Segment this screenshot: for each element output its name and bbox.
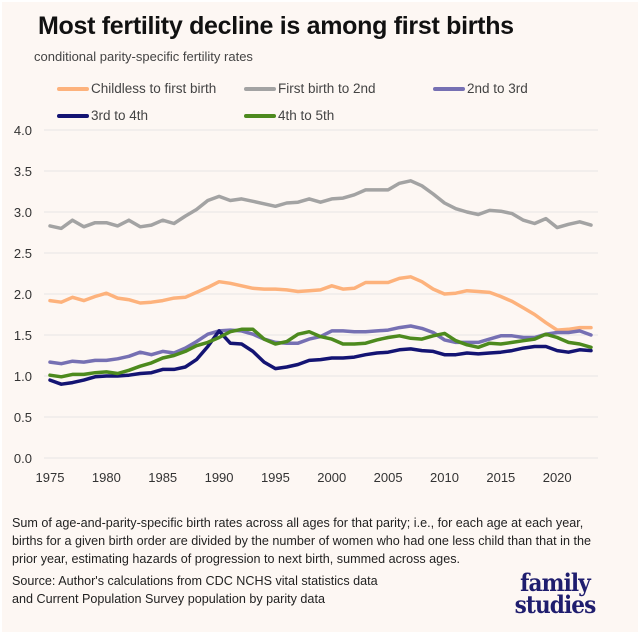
y-tick-label: 0.0 — [14, 451, 32, 466]
legend-swatch — [57, 86, 89, 91]
legend-label: 2nd to 3rd — [467, 81, 528, 96]
family-studies-logo: family studies — [510, 568, 600, 619]
y-axis-tick-labels: 0.0 0.5 1.0 1.5 2.0 2.5 3.0 3.5 4.0 — [14, 123, 32, 466]
logo-line-1: family — [520, 568, 591, 597]
series-line-4th-to-5th — [48, 327, 593, 379]
legend-label: Childless to first birth — [91, 81, 217, 96]
x-tick-label: 1980 — [92, 470, 121, 485]
y-tick-label: 2.0 — [14, 287, 32, 302]
source-note: Source: Author's calculations from CDC N… — [12, 572, 452, 608]
legend-swatch — [433, 86, 465, 91]
y-tick-label: 2.5 — [14, 246, 32, 261]
chart-subtitle: conditional parity-specific fertility ra… — [34, 49, 253, 64]
x-tick-label: 1995 — [261, 470, 290, 485]
legend-item-childless-to-first: Childless to first birth — [57, 81, 216, 96]
y-tick-label: 3.0 — [14, 205, 32, 220]
legend-item-first-to-second: First birth to 2nd — [244, 81, 376, 96]
methodology-note: Sum of age-and-parity-specific birth rat… — [12, 516, 591, 566]
y-tick-label: 3.5 — [14, 164, 32, 179]
source-line-2: and Current Population Survey population… — [12, 592, 325, 606]
legend-swatch — [244, 113, 276, 118]
legend-item-fourth-to-fifth: 4th to 5th — [244, 108, 334, 123]
series-lines — [48, 179, 593, 386]
x-tick-label: 1990 — [205, 470, 234, 485]
source-line-1: Source: Author's calculations from CDC N… — [12, 574, 378, 588]
legend-swatch — [57, 113, 89, 118]
legend-item-second-to-third: 2nd to 3rd — [433, 81, 528, 96]
gridlines — [44, 129, 598, 459]
series-line-childless-to-first-birth — [48, 275, 593, 332]
x-axis-tick-labels: 1975 1980 1985 1990 1995 2000 2005 2010 2015 2020 — [36, 470, 572, 485]
x-tick-label: 2020 — [543, 470, 572, 485]
legend-item-third-to-fourth: 3rd to 4th — [57, 108, 148, 123]
x-tick-label: 2015 — [486, 470, 515, 485]
chart-title: Most fertility decline is among first bi… — [38, 12, 514, 40]
x-tick-label: 1975 — [36, 470, 65, 485]
logo-line-2: studies — [514, 590, 597, 619]
x-tick-label: 1985 — [148, 470, 177, 485]
series-line-3rd-to-4th — [48, 329, 593, 386]
x-tick-label: 2010 — [430, 470, 459, 485]
y-tick-label: 1.5 — [14, 328, 32, 343]
x-tick-label: 2005 — [374, 470, 403, 485]
y-tick-label: 1.0 — [14, 369, 32, 384]
legend-label: 4th to 5th — [278, 108, 335, 123]
series-line-first-birth-to-2nd — [48, 179, 593, 231]
legend-label: First birth to 2nd — [278, 81, 376, 96]
legend-swatch — [244, 86, 276, 91]
legend-label: 3rd to 4th — [91, 108, 149, 123]
y-tick-label: 0.5 — [14, 410, 32, 425]
x-tick-label: 2000 — [317, 470, 346, 485]
y-tick-label: 4.0 — [14, 123, 32, 138]
line-chart: 0.0 0.5 1.0 1.5 2.0 2.5 3.0 3.5 4.0 1975 1980 1985… — [14, 123, 598, 485]
